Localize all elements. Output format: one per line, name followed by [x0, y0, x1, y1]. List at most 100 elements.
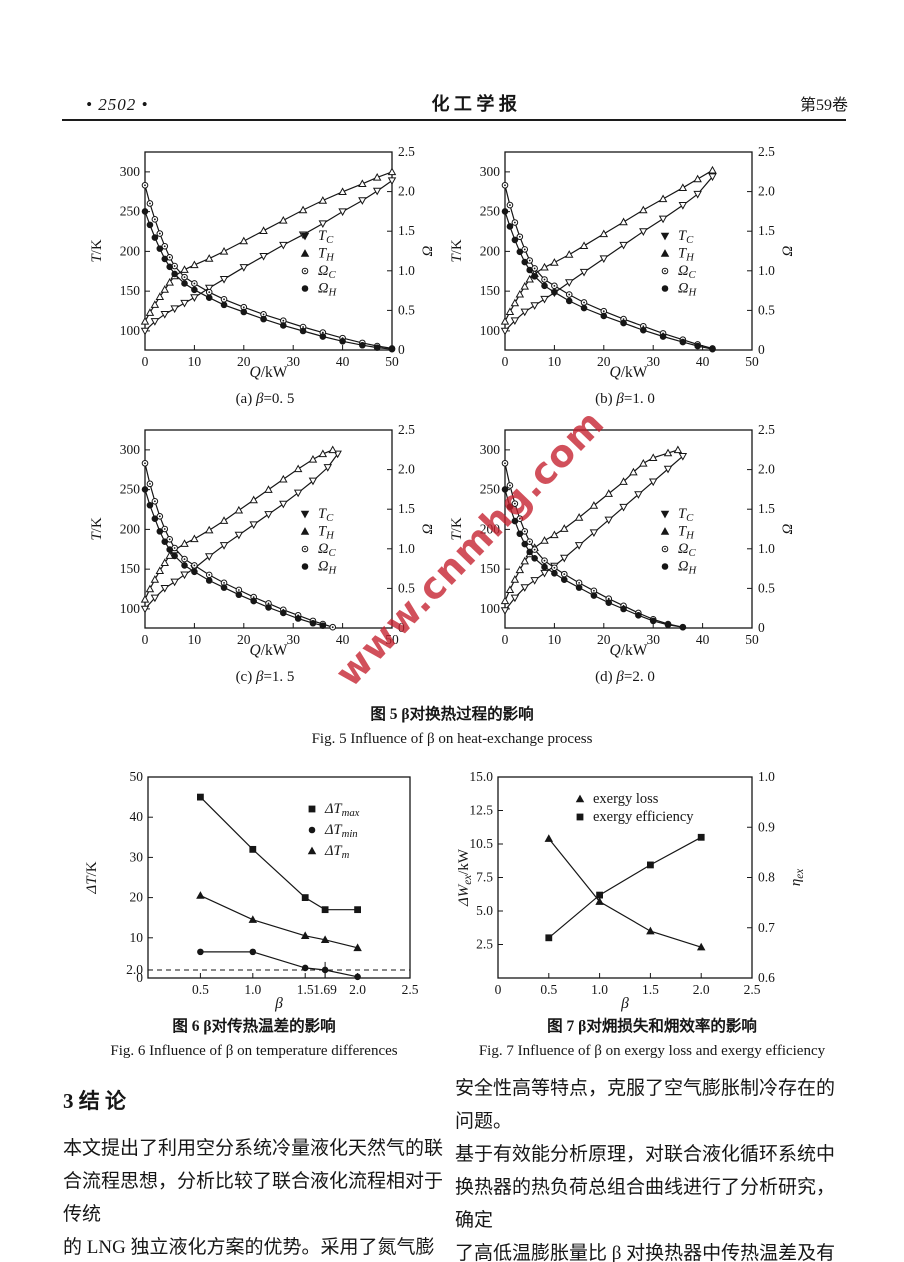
svg-text:1.0: 1.0 [758, 541, 775, 556]
figure6-chart: 0.5 1.0 1.5 1.69 2.0 2.5 0 2.0 10 20 30 40 50 β ΔT/K ΔT… [80, 763, 448, 1018]
svg-text:TC: TC [318, 228, 334, 246]
svg-text:30: 30 [130, 849, 144, 864]
chart-sub-caption-fig5d: (d) β=2. 0 [595, 669, 655, 685]
svg-text:20: 20 [597, 354, 611, 369]
svg-text:30: 30 [286, 354, 300, 369]
svg-text:0.9: 0.9 [758, 819, 775, 834]
svg-text:TH: TH [318, 246, 335, 264]
svg-text:Q/kW: Q/kW [610, 364, 648, 381]
chart-canvas-fig5c: 0 10 20 30 40 50 100 150 200 250 300 0 0.5 1.0 1.5 2.0 2… [89, 422, 436, 659]
chart-sub-caption-fig5a: (a) β=0. 5 [235, 391, 295, 407]
svg-text:ΔTm: ΔTm [324, 843, 350, 861]
svg-text:2.5: 2.5 [476, 937, 493, 952]
chart-canvas-fig5b: 0 10 20 30 40 50 100 150 200 250 300 0 0.5 1.0 1.5 2.0 2… [449, 144, 796, 381]
svg-text:1.69: 1.69 [313, 982, 337, 997]
svg-text:2.0: 2.0 [693, 982, 710, 997]
svg-text:TH: TH [678, 246, 695, 264]
svg-text:Q/kW: Q/kW [250, 642, 288, 659]
chart-canvas-fig5a: 0 10 20 30 40 50 100 150 200 250 300 0 0.5 1.0 1.5 2.0 2… [89, 144, 436, 381]
svg-text:300: 300 [480, 442, 501, 457]
svg-text:1.0: 1.0 [398, 541, 415, 556]
svg-text:0.5: 0.5 [540, 982, 557, 997]
svg-text:50: 50 [745, 632, 759, 647]
svg-text:ΩC: ΩC [678, 263, 697, 281]
svg-text:β: β [274, 995, 283, 1012]
svg-text:10.5: 10.5 [469, 836, 493, 851]
svg-text:100: 100 [480, 601, 501, 616]
svg-text:TC: TC [678, 506, 694, 524]
svg-text:1.5: 1.5 [297, 982, 314, 997]
svg-text:150: 150 [120, 283, 141, 298]
svg-text:0: 0 [142, 354, 149, 369]
svg-text:200: 200 [120, 521, 141, 536]
svg-text:T/K: T/K [449, 517, 465, 541]
svg-text:β: β [620, 995, 629, 1012]
svg-text:50: 50 [385, 632, 399, 647]
figure7-chart: 0 0.5 1.0 1.5 2.0 2.5 2.5 5.0 7.5 10.5 12.5 15.0 0.6… [452, 763, 852, 1018]
svg-text:150: 150 [480, 283, 501, 298]
figure5-caption: 图 5 β对换热过程的影响 Fig. 5 Influence of β on h… [152, 702, 752, 751]
svg-text:300: 300 [120, 442, 141, 457]
svg-text:40: 40 [336, 632, 350, 647]
chart-sub-caption-fig5b: (b) β=1. 0 [595, 391, 655, 407]
page-header: • 2502 • 化 工 学 报 第59卷 [86, 90, 848, 116]
svg-text:Q/kW: Q/kW [250, 364, 288, 381]
svg-text:2.0: 2.0 [758, 184, 775, 199]
svg-text:10: 10 [548, 632, 562, 647]
svg-text:250: 250 [480, 482, 501, 497]
svg-text:0.5: 0.5 [398, 302, 415, 317]
svg-text:0: 0 [758, 620, 765, 635]
svg-text:ΩH: ΩH [318, 281, 338, 299]
svg-text:150: 150 [480, 561, 501, 576]
svg-text:250: 250 [120, 204, 141, 219]
svg-text:250: 250 [480, 204, 501, 219]
conclusion-right-column: 安全性高等特点，克服了空气膨胀制冷存在的 问题。 基于有效能分析原理，对联合液化… [455, 1078, 836, 1262]
svg-text:200: 200 [480, 243, 501, 258]
svg-text:1.0: 1.0 [591, 982, 608, 997]
svg-text:250: 250 [120, 482, 141, 497]
svg-text:2.0: 2.0 [126, 962, 143, 977]
svg-text:50: 50 [745, 354, 759, 369]
svg-text:1.0: 1.0 [758, 769, 775, 784]
svg-text:2.0: 2.0 [349, 982, 366, 997]
svg-text:TC: TC [318, 506, 334, 524]
figure7-caption-zh: 图 7 β对㶲损失和㶲效率的影响 [547, 1018, 757, 1035]
header-rule [62, 119, 846, 121]
svg-text:50: 50 [130, 769, 144, 784]
svg-text:20: 20 [237, 354, 251, 369]
svg-text:100: 100 [120, 601, 141, 616]
figure7-caption-en: Fig. 7 Influence of β on exergy loss and… [478, 1043, 826, 1059]
svg-text:40: 40 [696, 632, 710, 647]
svg-text:0.6: 0.6 [758, 970, 775, 985]
svg-text:0.8: 0.8 [758, 870, 775, 885]
svg-text:exergy loss: exergy loss [593, 791, 659, 807]
svg-text:50: 50 [385, 354, 399, 369]
svg-text:Q/kW: Q/kW [610, 642, 648, 659]
svg-text:40: 40 [696, 354, 710, 369]
svg-text:ΔT/K: ΔT/K [84, 861, 100, 894]
svg-text:ΔWex/kW: ΔWex/kW [456, 848, 474, 907]
svg-text:TC: TC [678, 228, 694, 246]
svg-text:10: 10 [548, 354, 562, 369]
svg-text:0: 0 [398, 342, 405, 357]
svg-text:20: 20 [597, 632, 611, 647]
svg-text:1.0: 1.0 [758, 263, 775, 278]
svg-text:1.5: 1.5 [758, 501, 775, 516]
svg-text:0: 0 [502, 354, 509, 369]
svg-text:100: 100 [120, 323, 141, 338]
svg-text:30: 30 [646, 354, 660, 369]
svg-text:100: 100 [480, 323, 501, 338]
svg-text:30: 30 [286, 632, 300, 647]
figure5-caption-zh: 图 5 β对换热过程的影响 [370, 706, 534, 723]
page-number: • 2502 • [86, 95, 149, 114]
svg-text:ΩC: ΩC [318, 541, 337, 559]
svg-text:ΩC: ΩC [678, 541, 697, 559]
svg-text:ΩH: ΩH [678, 559, 698, 577]
chart-canvas-fig6: 0.5 1.0 1.5 1.69 2.0 2.502.01020304050βΔT/KΔT… [84, 769, 419, 1012]
svg-text:0.7: 0.7 [758, 920, 775, 935]
figure5-chart-d: 0 10 20 30 40 50 100 150 200 250 300 0 0.5 1.0 1.5 2.0 2… [445, 418, 805, 686]
figure5-caption-en: Fig. 5 Influence of β on heat-exchange p… [311, 731, 593, 747]
svg-text:0.5: 0.5 [758, 302, 775, 317]
figure7-caption: 图 7 β对㶲损失和㶲效率的影响 Fig. 7 Influence of β o… [452, 1014, 852, 1063]
